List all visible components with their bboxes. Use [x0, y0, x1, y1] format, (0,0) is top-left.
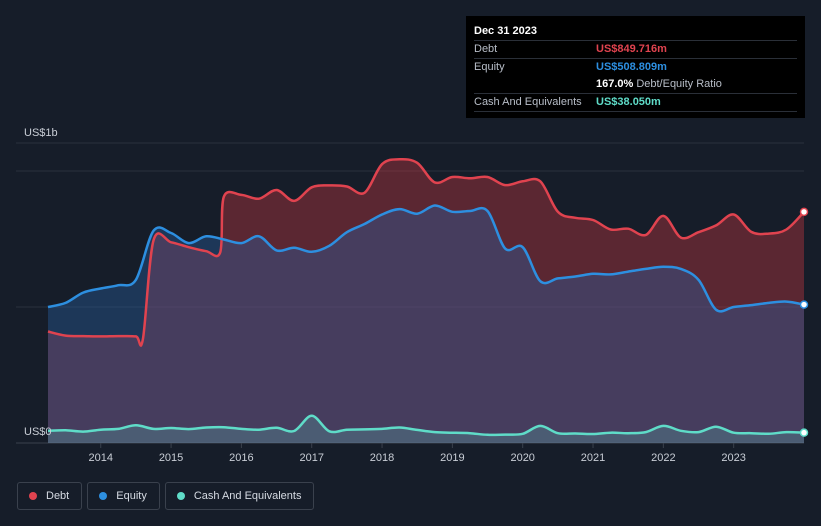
x-axis-ticks: 2014 2015 2016 2017 2018 2019 2020 2021 2022 2023	[89, 443, 746, 464]
tooltip-cash-label: Cash And Equivalents	[474, 96, 582, 108]
tooltip-equity-label: Equity	[474, 61, 505, 73]
end-markers	[799, 207, 809, 437]
tooltip-ratio-label: Debt/Equity Ratio	[636, 78, 722, 90]
tooltip-debt-label: Debt	[474, 43, 498, 55]
tooltip-cash-row: Cash And Equivalents US$38.050m	[474, 93, 797, 112]
legend-item-cash[interactable]: Cash And Equivalents	[164, 482, 315, 510]
legend-equity-label: Equity	[116, 490, 147, 502]
equity-area	[48, 205, 804, 443]
x-tick-label: 2017	[299, 452, 323, 464]
legend-debt-label: Debt	[46, 490, 70, 502]
series-lines	[47, 157, 805, 437]
x-tick-label: 2019	[440, 452, 464, 464]
tooltip-cash-value: US$38.050m	[596, 96, 661, 108]
tooltip-debt-value: US$849.716m	[596, 43, 667, 55]
tooltip-panel: Dec 31 2023 Debt US$849.716m Equity US$5…	[466, 16, 805, 118]
equity-dot-icon	[99, 492, 108, 500]
tooltip-equity-row: Equity US$508.809m	[474, 58, 797, 76]
x-tick-label: 2016	[229, 452, 253, 464]
y-axis-top-label: US$1b	[24, 127, 58, 139]
equity-end-marker	[799, 300, 809, 309]
x-tick-label: 2022	[651, 452, 675, 464]
cash-line	[47, 414, 805, 437]
cash-dot-icon	[176, 492, 185, 500]
debt-end-marker	[799, 207, 809, 217]
x-tick-label: 2015	[159, 452, 183, 464]
legend-cash-label: Cash And Equivalents	[193, 490, 302, 502]
debt-dot-icon	[29, 492, 37, 500]
tooltip-debt-row: Debt US$849.716m	[474, 40, 797, 58]
tooltip-date: Dec 31 2023	[474, 25, 537, 37]
cash-area	[48, 415, 804, 443]
x-tick-label: 2023	[721, 452, 745, 464]
legend-item-debt[interactable]: Debt	[17, 482, 83, 510]
chart-legend: Debt Equity Cash And Equivalents	[17, 482, 319, 510]
x-tick-label: 2014	[89, 452, 113, 464]
tooltip-equity-value: US$508.809m	[596, 61, 667, 73]
x-tick-label: 2021	[581, 452, 605, 464]
series-areas	[48, 159, 804, 443]
x-tick-label: 2020	[510, 452, 534, 464]
tooltip-ratio-value: 167.0%	[596, 78, 634, 90]
tooltip-ratio-row: 167.0% Debt/Equity Ratio	[474, 76, 797, 93]
y-axis-bottom-label: US$0	[24, 426, 52, 438]
equity-line	[47, 204, 805, 313]
legend-item-equity[interactable]: Equity	[87, 482, 160, 510]
x-tick-label: 2018	[370, 452, 394, 464]
cash-end-marker	[799, 428, 809, 437]
debt-line	[47, 157, 805, 347]
